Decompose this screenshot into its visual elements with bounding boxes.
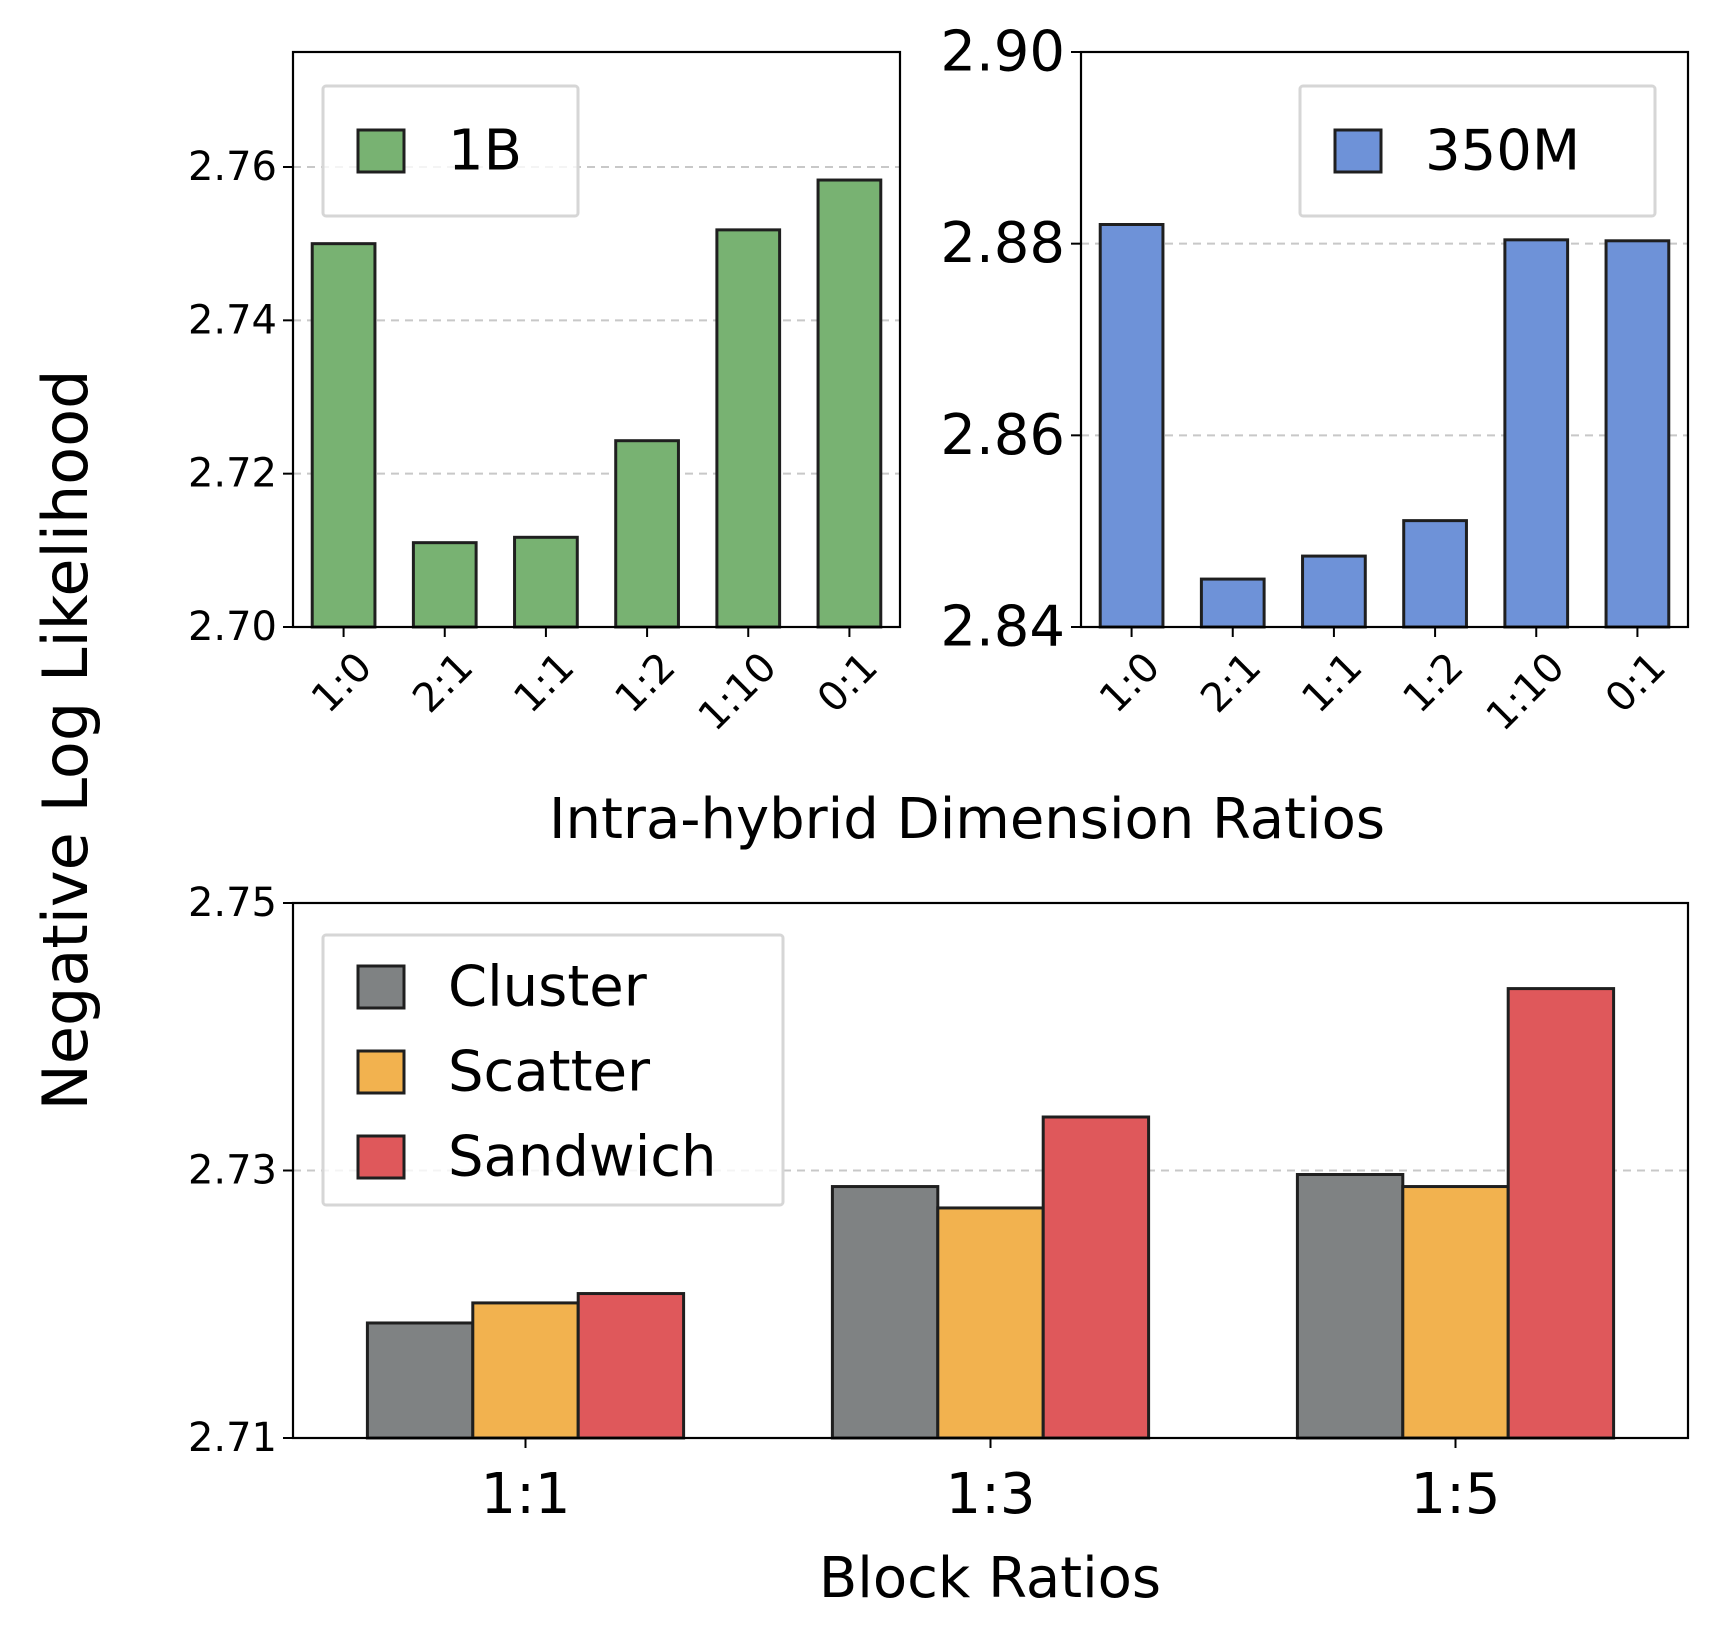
bar-1b-2-1 bbox=[411, 541, 478, 629]
x-tick-label: 0:1 bbox=[1597, 644, 1675, 722]
x-axis-title: Block Ratios bbox=[819, 1546, 1161, 1611]
bar-1b-1-10 bbox=[715, 228, 782, 629]
y-tick-label: 2.86 bbox=[940, 403, 1065, 468]
plot-frame bbox=[1079, 50, 1690, 629]
x-tick-label: 1:10 bbox=[690, 644, 786, 740]
legend-label-350m: 350M bbox=[1425, 119, 1580, 184]
bar-1b-1-1 bbox=[513, 535, 579, 629]
bar-scatter-1-1 bbox=[471, 1301, 580, 1440]
x-tick-label: 1:5 bbox=[1410, 1462, 1500, 1527]
bar-350m-2-1 bbox=[1199, 577, 1266, 629]
x-tick-label: 1:10 bbox=[1478, 644, 1574, 740]
x-tick-label: 1:3 bbox=[945, 1462, 1035, 1527]
legend-swatch-cluster bbox=[356, 964, 406, 1010]
bar-350m-1-0 bbox=[1098, 223, 1165, 629]
x-tick-label: 1:2 bbox=[1394, 644, 1472, 722]
bar-350m-1-10 bbox=[1503, 238, 1570, 629]
x-tick-label: 1:1 bbox=[505, 644, 583, 722]
x-tick-label: 1:0 bbox=[303, 644, 381, 722]
y-tick-label: 2.71 bbox=[188, 1415, 277, 1461]
legend-box bbox=[1298, 84, 1657, 218]
legend-label-cluster: Cluster bbox=[448, 955, 648, 1020]
bar-350m-0-1 bbox=[1604, 239, 1671, 629]
x-tick-label: 0:1 bbox=[809, 644, 887, 722]
plot-frame bbox=[291, 50, 902, 629]
y-tick-label: 2.70 bbox=[188, 604, 277, 650]
x-tick-label: 1:1 bbox=[1293, 644, 1371, 722]
bar-350m-1-2 bbox=[1402, 519, 1468, 629]
bar-cluster-1-5 bbox=[1295, 1173, 1405, 1440]
bar-sandwich-1-3 bbox=[1041, 1115, 1151, 1440]
bar-1b-1-0 bbox=[310, 242, 377, 629]
x-tick-label: 1:2 bbox=[606, 644, 684, 722]
chart-1b: 1:0 2:1 1:1 1:2 1:10 0:1 2.70 2.72 2.74 2.76 1B Int… bbox=[188, 50, 1385, 852]
x-axis-title: Intra-hybrid Dimension Ratios bbox=[549, 787, 1385, 852]
x-tick-label: 1:1 bbox=[480, 1462, 570, 1527]
y-tick-label: 2.90 bbox=[940, 20, 1065, 85]
y-tick-label: 2.74 bbox=[188, 297, 277, 343]
bar-350m-1-1 bbox=[1301, 554, 1367, 629]
y-tick-label: 2.73 bbox=[188, 1148, 277, 1194]
legend-swatch-sandwich bbox=[356, 1134, 406, 1180]
legend-swatch-350m bbox=[1333, 128, 1383, 174]
legend-swatch-1b bbox=[356, 128, 406, 174]
bar-scatter-1-5 bbox=[1401, 1185, 1510, 1440]
legend-label-scatter: Scatter bbox=[448, 1040, 651, 1105]
legend-label-1b: 1B bbox=[448, 119, 522, 184]
chart-350m: 1:0 2:1 1:1 1:2 1:10 0:1 2.84 2.86 2.88 2.90 350M bbox=[940, 20, 1690, 740]
bar-1b-0-1 bbox=[816, 178, 883, 629]
bar-cluster-1-1 bbox=[365, 1321, 475, 1440]
x-tick-label: 2:1 bbox=[1192, 644, 1270, 722]
bar-sandwich-1-1 bbox=[576, 1292, 686, 1440]
bar-sandwich-1-5 bbox=[1506, 987, 1616, 1440]
y-tick-label: 2.75 bbox=[188, 880, 277, 926]
legend-label-sandwich: Sandwich bbox=[448, 1125, 717, 1190]
chart-block-ratios: 1:1 1:3 1:5 2.71 2.73 2.75 Cluster Scatter Sandw… bbox=[188, 880, 1690, 1611]
y-tick-label: 2.76 bbox=[188, 144, 277, 190]
bar-scatter-1-3 bbox=[936, 1206, 1045, 1440]
y-axis-title: Negative Log Likelihood bbox=[29, 370, 102, 1111]
x-tick-label: 1:0 bbox=[1091, 644, 1169, 722]
y-tick-label: 2.84 bbox=[940, 595, 1065, 660]
legend-swatch-scatter bbox=[356, 1049, 406, 1095]
bar-cluster-1-3 bbox=[830, 1185, 940, 1440]
legend-box bbox=[321, 933, 785, 1207]
legend-box bbox=[321, 84, 580, 218]
bar-1b-1-2 bbox=[614, 439, 680, 629]
y-tick-label: 2.88 bbox=[940, 211, 1065, 276]
y-tick-label: 2.72 bbox=[188, 451, 277, 497]
x-tick-label: 2:1 bbox=[404, 644, 482, 722]
